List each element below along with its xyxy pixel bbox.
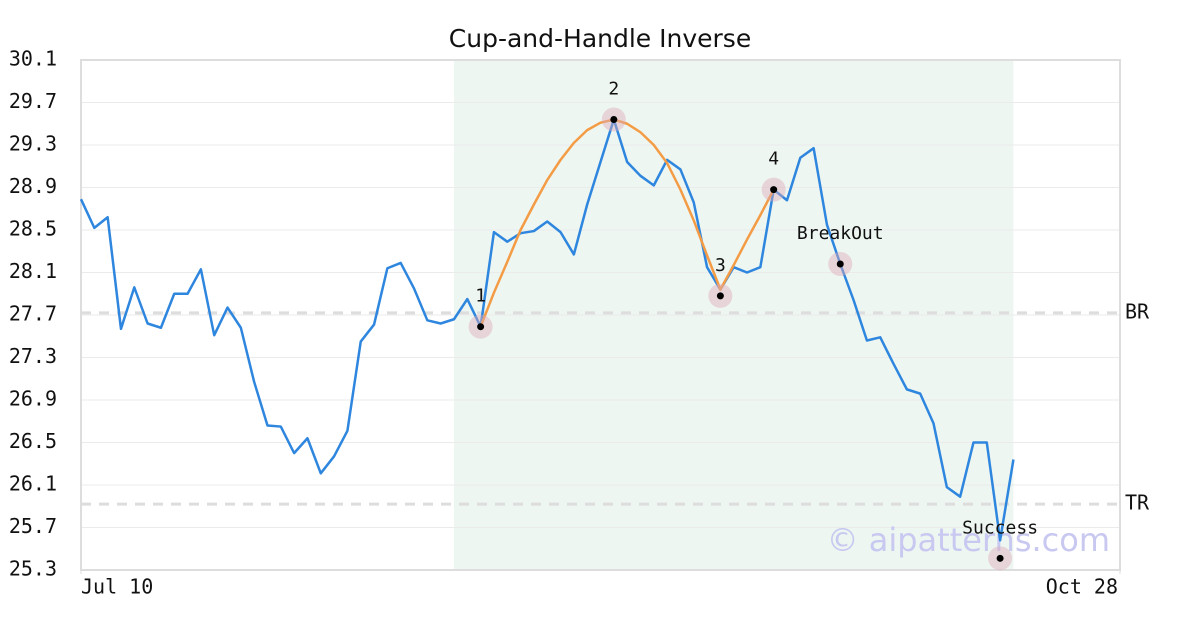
- y-tick-label: 27.3: [9, 344, 57, 368]
- y-tick-label: 27.7: [9, 302, 57, 326]
- reference-label: BR: [1125, 299, 1150, 323]
- y-tick-label: 28.9: [9, 174, 57, 198]
- point-dot: [836, 260, 844, 268]
- watermark: © aipatterns.com: [827, 521, 1110, 559]
- y-tick-label: 26.9: [9, 387, 57, 411]
- point-label: 2: [608, 79, 619, 100]
- point-dot: [996, 554, 1004, 562]
- point-label: 4: [768, 149, 779, 170]
- plot-frame: [80, 59, 1121, 571]
- point-label: 3: [715, 255, 726, 276]
- point-dot: [477, 323, 485, 331]
- reference-label: TR: [1125, 491, 1150, 515]
- y-tick-label: 25.3: [9, 557, 57, 581]
- y-tick-label: 29.7: [9, 89, 57, 113]
- point-label: Success: [962, 517, 1038, 538]
- x-tick-label: Oct 28: [1046, 575, 1118, 599]
- y-tick-label: 30.1: [9, 47, 57, 71]
- point-dot: [716, 292, 724, 300]
- series-line: [79, 118, 1015, 542]
- chart-title: Cup-and-Handle Inverse: [449, 24, 751, 53]
- series-line: [479, 118, 775, 328]
- x-tick-label: Jul 10: [81, 575, 153, 599]
- point-dot: [770, 186, 778, 194]
- point-label: BreakOut: [797, 223, 884, 244]
- point-label: 1: [475, 286, 486, 307]
- y-tick-label: 25.7: [9, 514, 57, 538]
- point-dot: [610, 116, 618, 123]
- y-tick-label: 26.5: [9, 429, 57, 453]
- y-tick-label: 28.5: [9, 217, 57, 241]
- y-tick-label: 29.3: [9, 132, 57, 156]
- y-tick-label: 28.1: [9, 259, 57, 283]
- y-tick-label: 26.1: [9, 472, 57, 496]
